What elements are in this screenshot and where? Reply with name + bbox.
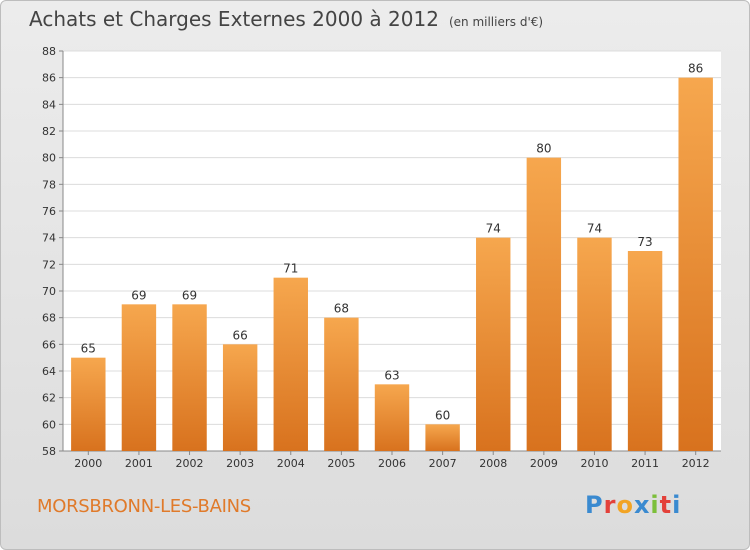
bar (374, 384, 410, 451)
x-tick-label: 2007 (429, 457, 457, 470)
x-tick-label: 2011 (631, 457, 659, 470)
bar (172, 304, 207, 451)
data-label: 73 (637, 235, 652, 249)
logo-letter: r (603, 491, 617, 519)
y-tick-label: 80 (42, 152, 56, 165)
x-tick-label: 2004 (277, 457, 305, 470)
data-label: 69 (182, 288, 197, 302)
y-tick-label: 64 (42, 365, 56, 378)
y-tick-label: 84 (42, 98, 56, 111)
x-tick-label: 2008 (479, 457, 507, 470)
x-tick-label: 2005 (327, 457, 355, 470)
data-label: 74 (587, 222, 602, 236)
bar (222, 344, 258, 451)
y-tick-label: 62 (42, 392, 56, 405)
y-tick-label: 74 (42, 232, 56, 245)
y-tick-label: 70 (42, 285, 56, 298)
bar (273, 277, 308, 451)
bar (324, 317, 359, 451)
data-label: 63 (384, 368, 399, 382)
x-tick-label: 2012 (682, 457, 710, 470)
y-tick-label: 86 (42, 72, 56, 85)
logo-letter: x (633, 491, 651, 519)
data-label: 74 (486, 222, 501, 236)
y-tick-label: 72 (42, 258, 56, 271)
logo-letter: o (616, 491, 634, 519)
y-tick-label: 76 (42, 205, 56, 218)
x-tick-label: 2002 (176, 457, 204, 470)
bar (425, 424, 460, 451)
data-label: 66 (233, 328, 248, 342)
y-tick-label: 58 (42, 445, 56, 458)
y-tick-label: 60 (42, 418, 56, 431)
proxiti-logo: Proxiti (585, 491, 681, 519)
chart-unit: (en milliers d'€) (448, 15, 544, 29)
logo-letter: i (672, 491, 682, 519)
x-tick-label: 2010 (580, 457, 608, 470)
bar (121, 304, 157, 451)
y-tick-label: 88 (42, 45, 56, 58)
y-tick-label: 78 (42, 178, 56, 191)
data-label: 80 (536, 142, 551, 156)
y-tick-label: 82 (42, 125, 56, 138)
data-label: 60 (435, 408, 450, 422)
y-tick-label: 66 (42, 338, 56, 351)
y-tick-label: 68 (42, 312, 56, 325)
data-label: 86 (688, 62, 703, 76)
bar (476, 237, 511, 451)
x-tick-label: 2003 (226, 457, 254, 470)
chart-title: Achats et Charges Externes 2000 à 2012 (e… (29, 7, 543, 31)
bar (678, 77, 713, 452)
commune-name: MORSBRONN-LES-BAINS (37, 496, 251, 517)
data-label: 68 (334, 302, 349, 316)
bar (526, 157, 562, 451)
logo-letter: i (650, 491, 660, 519)
chart-title-text: Achats et Charges Externes 2000 à 2012 (29, 7, 439, 31)
data-label: 65 (81, 342, 96, 356)
bar (71, 357, 106, 451)
logo-letter: t (659, 491, 673, 519)
data-label: 69 (131, 288, 146, 302)
data-label: 71 (283, 262, 298, 276)
bar (577, 237, 612, 451)
logo-letter: P (585, 491, 604, 519)
x-tick-label: 2001 (125, 457, 153, 470)
x-tick-label: 2006 (378, 457, 406, 470)
x-tick-label: 2000 (74, 457, 102, 470)
bar (627, 251, 663, 451)
x-tick-label: 2009 (530, 457, 558, 470)
